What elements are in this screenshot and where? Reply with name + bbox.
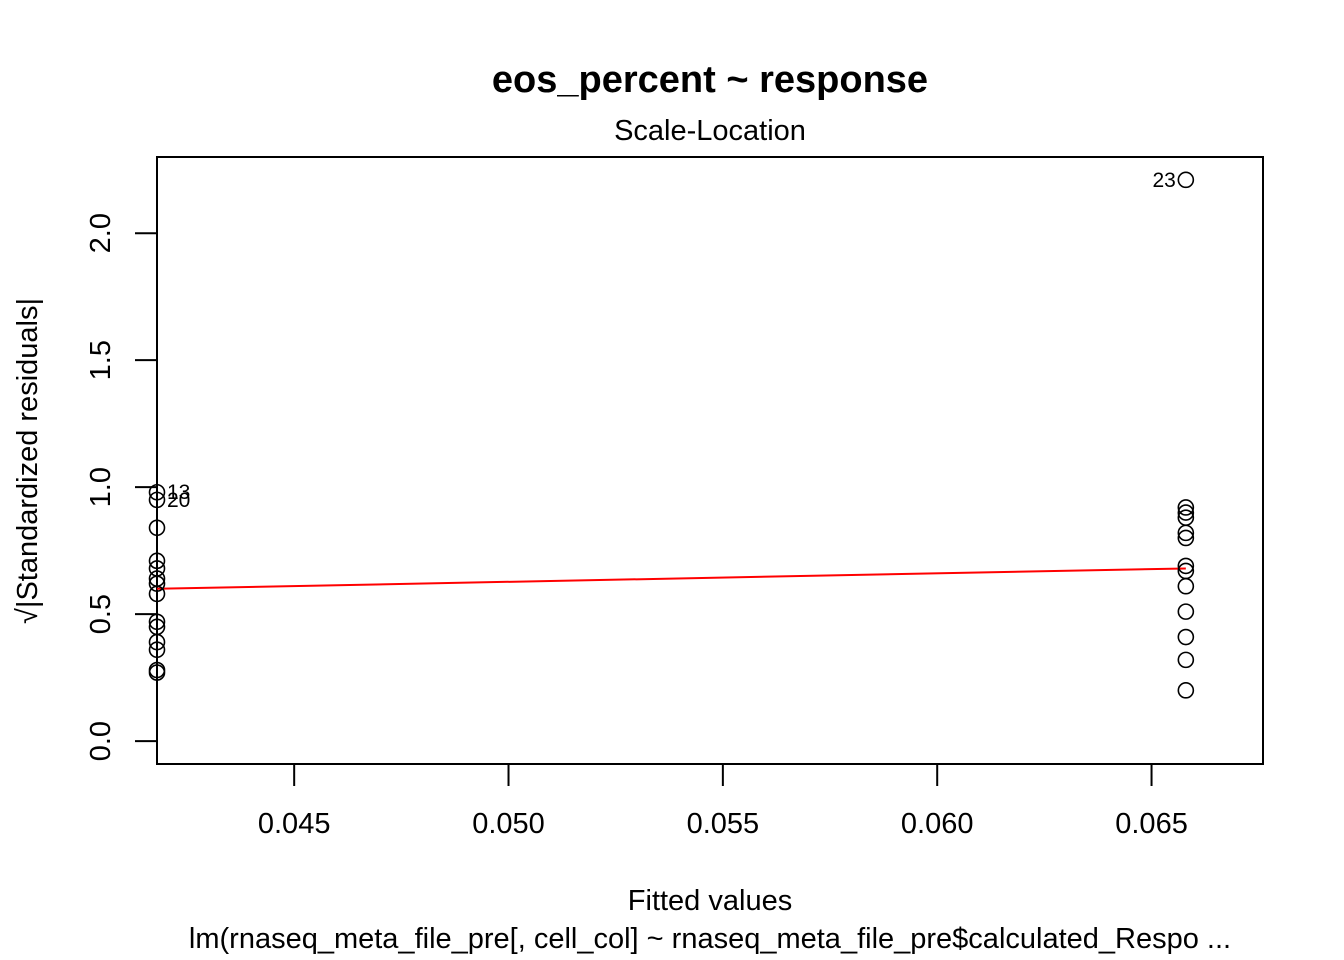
data-point <box>148 552 166 570</box>
data-point <box>1177 651 1195 669</box>
data-point <box>1177 171 1195 189</box>
data-point <box>148 613 166 631</box>
x-axis-label: Fitted values <box>628 885 792 917</box>
data-point <box>1177 603 1195 620</box>
data-point <box>148 633 166 651</box>
point-label: 13 <box>167 481 190 504</box>
smooth-line <box>156 567 1186 590</box>
data-point <box>1177 504 1195 521</box>
y-tick-label: 2.0 <box>85 213 117 253</box>
data-point <box>148 575 166 592</box>
data-point <box>1177 557 1195 575</box>
y-tick-label: 1.0 <box>85 467 117 507</box>
point-label: 20 <box>167 489 190 512</box>
chart-subtitle: Scale-Location <box>614 115 806 147</box>
data-point <box>148 491 166 509</box>
data-point <box>1177 499 1195 516</box>
x-tick-label: 0.060 <box>901 808 974 840</box>
y-tick-label: 1.5 <box>85 340 117 380</box>
model-caption: lm(rnaseq_meta_file_pre[, cell_col] ~ rn… <box>189 923 1231 955</box>
data-point <box>1177 524 1195 542</box>
points-group <box>148 171 1195 699</box>
data-point <box>1177 628 1195 646</box>
data-point <box>1177 577 1195 595</box>
y-axis: 0.0 0.5 1.0 1.5 2.0 <box>85 213 158 761</box>
x-tick-label: 0.065 <box>1115 808 1188 840</box>
data-point <box>148 483 166 501</box>
y-tick-label: 0.5 <box>85 594 117 634</box>
x-axis: 0.045 0.050 0.055 0.060 0.065 <box>258 763 1188 840</box>
data-point <box>1177 682 1195 699</box>
x-tick-label: 0.055 <box>687 808 760 840</box>
x-tick-label: 0.045 <box>258 808 331 840</box>
chart-title: eos_percent ~ response <box>492 59 928 101</box>
y-tick-label: 0.0 <box>85 721 117 761</box>
y-axis-label: √|Standardized residuals| <box>12 298 44 624</box>
point-label: 23 <box>1152 169 1175 192</box>
data-point <box>148 519 166 537</box>
data-point <box>148 585 166 603</box>
smooth-line-group <box>156 567 1186 590</box>
data-point <box>1177 529 1195 547</box>
data-point <box>148 641 166 659</box>
data-point <box>148 664 166 681</box>
x-tick-label: 0.050 <box>472 808 545 840</box>
